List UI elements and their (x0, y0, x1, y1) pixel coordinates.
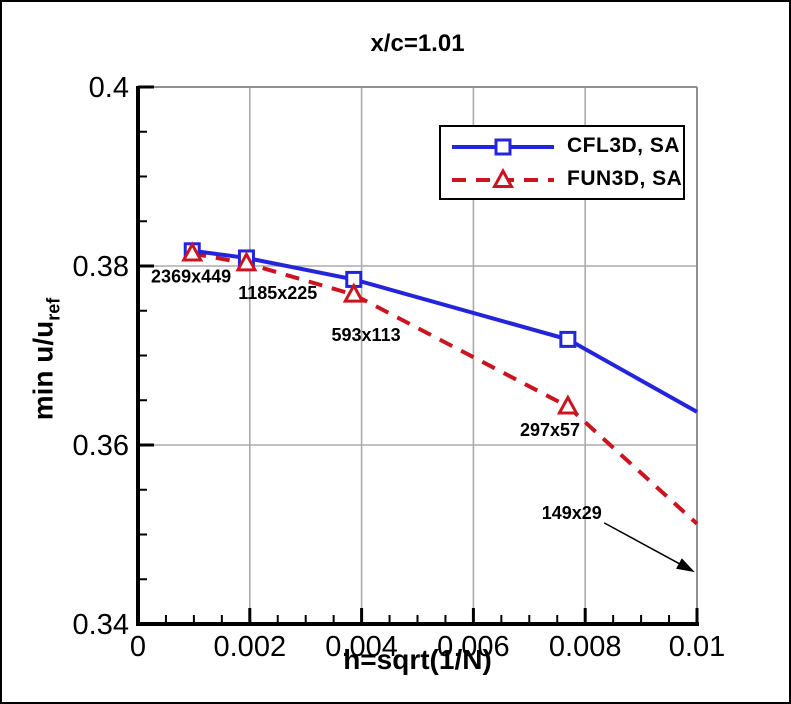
grid-size-annotation: 297x57 (520, 420, 580, 440)
data-marker-square (559, 330, 577, 348)
y-tick-label: 0.34 (73, 609, 129, 641)
y-tick-label: 0.38 (73, 251, 129, 283)
x-tick-label: 0.01 (669, 631, 725, 663)
chart-title: x/c=1.01 (370, 30, 465, 57)
x-tick-label: 0.006 (437, 631, 510, 663)
x-tick-label: 0.004 (325, 631, 398, 663)
grid-size-annotation: 1185x225 (238, 283, 317, 303)
data-marker-triangle (181, 241, 204, 262)
y-axis-label-subscript: ref (43, 297, 64, 321)
legend-item-fun3d: FUN3D, SA (450, 163, 683, 196)
legend-label-fun3d: FUN3D, SA (567, 167, 683, 190)
x-tick-label: 0.008 (549, 631, 622, 663)
legend-label-cfl3d: CFL3D, SA (567, 134, 681, 157)
x-tick-label: 0.002 (214, 631, 287, 663)
y-axis-label-text: min u/u (27, 320, 59, 421)
data-marker-triangle (491, 167, 515, 188)
grid-size-annotation: 593x113 (332, 325, 401, 345)
data-marker-triangle (235, 251, 258, 272)
legend-sample-cfl3d (450, 133, 556, 159)
legend-sample-line (452, 167, 554, 188)
grid-size-annotation: 2369x449 (151, 267, 231, 287)
y-axis-label: min u/uref (28, 298, 65, 421)
x-tick-label: 0 (130, 631, 146, 663)
legend-item-cfl3d: CFL3D, SA (450, 130, 683, 163)
data-marker-square (494, 138, 512, 156)
x-axis-label: h=sqrt(1/N) (343, 644, 492, 675)
grid-size-annotation: 149x29 (542, 503, 602, 523)
legend: CFL3D, SA FUN3D, SA (439, 125, 685, 200)
series-line-cfl3d (191, 248, 698, 414)
y-tick-label: 0.4 (89, 72, 129, 104)
annotation-arrow-head (676, 558, 695, 573)
annotation-arrow-shaft (603, 522, 687, 568)
legend-sample-fun3d (450, 166, 556, 192)
data-marker-triangle (342, 282, 365, 303)
legend-sample-line (452, 138, 554, 156)
y-tick-label: 0.36 (73, 430, 129, 462)
series-line-fun3d (191, 251, 699, 526)
data-marker-triangle (556, 394, 579, 415)
